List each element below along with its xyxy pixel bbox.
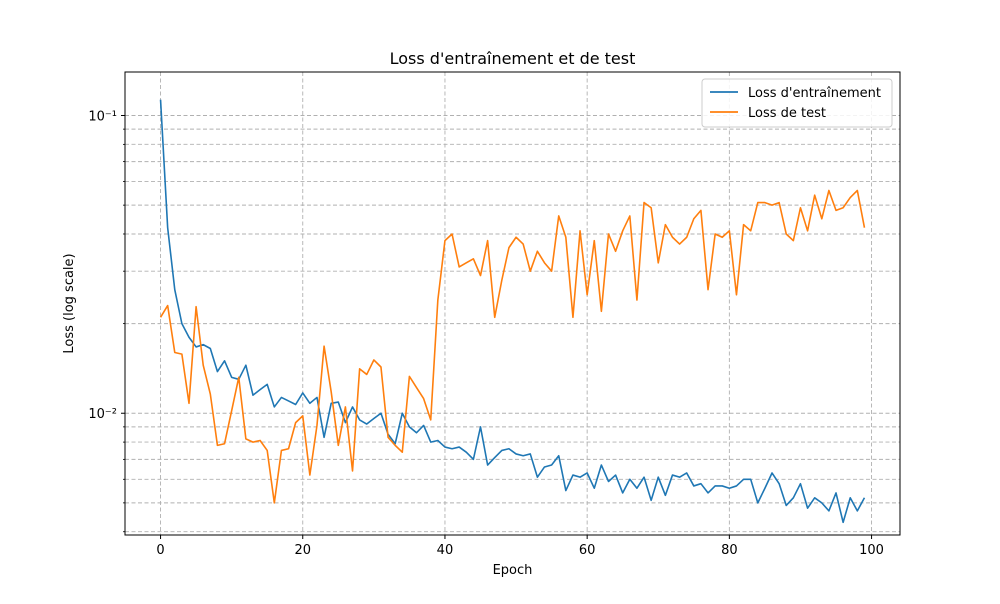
- series-lines: [159, 99, 866, 524]
- chart-title: Loss d'entraînement et de test: [390, 49, 636, 68]
- legend-label: Loss d'entraînement: [748, 86, 881, 101]
- y-tick-label: 10⁻²: [88, 407, 117, 422]
- series-line-train: [159, 99, 866, 524]
- series-line-test: [159, 189, 866, 504]
- y-axis-label: Loss (log scale): [62, 253, 77, 353]
- x-axis-label: Epoch: [493, 563, 533, 578]
- x-tick-label: 100: [859, 543, 884, 558]
- x-tick-label: 60: [579, 543, 596, 558]
- x-tick-label: 80: [721, 543, 738, 558]
- x-tick-label: 40: [437, 543, 454, 558]
- legend: Loss d'entraînement Loss de test: [701, 78, 893, 128]
- axis-ticks: 0 20 40 60 80 100 10⁻² 10⁻¹: [88, 110, 884, 558]
- x-tick-label: 20: [294, 543, 311, 558]
- legend-label: Loss de test: [748, 106, 826, 121]
- legend-box: [701, 78, 893, 128]
- plot-frame: [124, 71, 901, 536]
- y-tick-label: 10⁻¹: [88, 110, 117, 125]
- x-tick-label: 0: [156, 543, 164, 558]
